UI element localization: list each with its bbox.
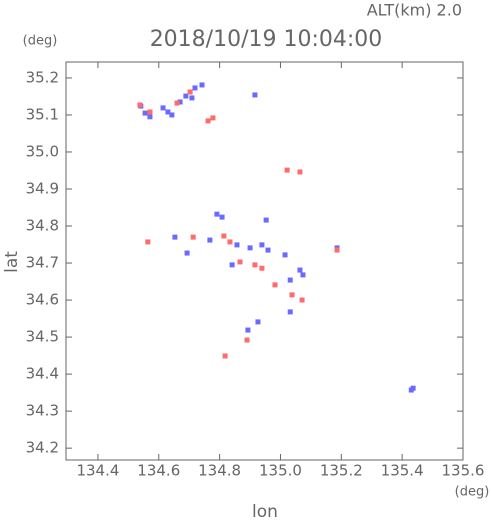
- echo-point: [287, 277, 293, 283]
- x-tick-label: 135.0: [259, 462, 302, 480]
- y-axis-label: lat: [2, 251, 22, 273]
- echo-point: [255, 319, 261, 325]
- y-tick-label: 34.5: [26, 328, 59, 346]
- echo-point: [297, 267, 303, 273]
- echo-point: [192, 85, 198, 91]
- echo-point: [174, 100, 180, 106]
- echo-point: [145, 239, 151, 245]
- echo-point: [282, 252, 288, 258]
- echo-point: [259, 242, 265, 248]
- echo-point: [227, 239, 233, 245]
- echo-point: [165, 109, 171, 115]
- echo-point: [234, 242, 240, 248]
- echo-point: [172, 234, 178, 240]
- echo-point: [408, 387, 414, 393]
- echo-point: [265, 247, 271, 253]
- y-tick-label: 34.2: [26, 439, 59, 457]
- echo-point: [147, 109, 153, 115]
- echo-point: [263, 217, 269, 223]
- chart-title: 2018/10/19 10:04:00: [150, 27, 383, 52]
- echo-point: [297, 169, 303, 175]
- echo-point: [205, 118, 211, 124]
- echo-point: [299, 297, 305, 303]
- x-tick-label: 134.6: [137, 462, 180, 480]
- x-tick-label: 134.8: [198, 462, 241, 480]
- echo-point: [219, 214, 225, 220]
- y-tick-label: 34.4: [26, 365, 59, 383]
- echo-point: [237, 259, 243, 265]
- y-tick-label: 35.0: [26, 142, 59, 160]
- plot-frame: [65, 61, 464, 461]
- echo-point: [189, 95, 195, 101]
- y-tick-label: 34.7: [26, 254, 59, 272]
- echo-point: [214, 211, 220, 217]
- x-tick-label: 135.2: [320, 462, 363, 480]
- echo-point: [169, 112, 175, 118]
- x-tick-label: 135.6: [442, 462, 485, 480]
- echo-point: [334, 247, 340, 253]
- y-unit: (deg): [23, 34, 58, 49]
- y-tick-label: 35.1: [26, 105, 59, 123]
- echo-point: [210, 115, 216, 121]
- echo-point: [289, 292, 295, 298]
- echo-point: [259, 265, 265, 271]
- echo-point: [222, 353, 228, 359]
- altitude-label: ALT(km) 2.0: [367, 1, 462, 20]
- y-tick-label: 35.2: [26, 68, 59, 86]
- echo-point: [229, 262, 235, 268]
- echo-point: [207, 237, 213, 243]
- echo-point: [137, 102, 143, 108]
- echo-point: [284, 167, 290, 173]
- y-tick-label: 34.3: [26, 402, 59, 420]
- echo-point: [247, 245, 253, 251]
- echo-point: [221, 233, 227, 239]
- echo-point: [187, 89, 193, 95]
- echo-point: [184, 250, 190, 256]
- echo-point: [183, 93, 189, 99]
- echo-point: [245, 327, 251, 333]
- echo-point: [190, 234, 196, 240]
- y-tick-label: 34.8: [26, 217, 59, 235]
- echo-point: [142, 110, 148, 116]
- echo-point: [300, 272, 306, 278]
- echo-point: [199, 82, 205, 88]
- x-tick-label: 135.4: [381, 462, 424, 480]
- echo-point: [272, 282, 278, 288]
- echo-point: [177, 99, 183, 105]
- y-tick-label: 34.6: [26, 291, 59, 309]
- echo-point: [147, 114, 153, 120]
- echo-point: [244, 337, 250, 343]
- echo-point: [252, 92, 258, 98]
- x-tick-label: 134.4: [76, 462, 119, 480]
- x-axis-label: lon: [252, 502, 278, 521]
- x-unit: (deg): [455, 485, 490, 500]
- echo-point: [160, 105, 166, 111]
- echo-point: [287, 309, 293, 315]
- echo-point: [252, 262, 258, 268]
- y-tick-label: 34.9: [26, 179, 59, 197]
